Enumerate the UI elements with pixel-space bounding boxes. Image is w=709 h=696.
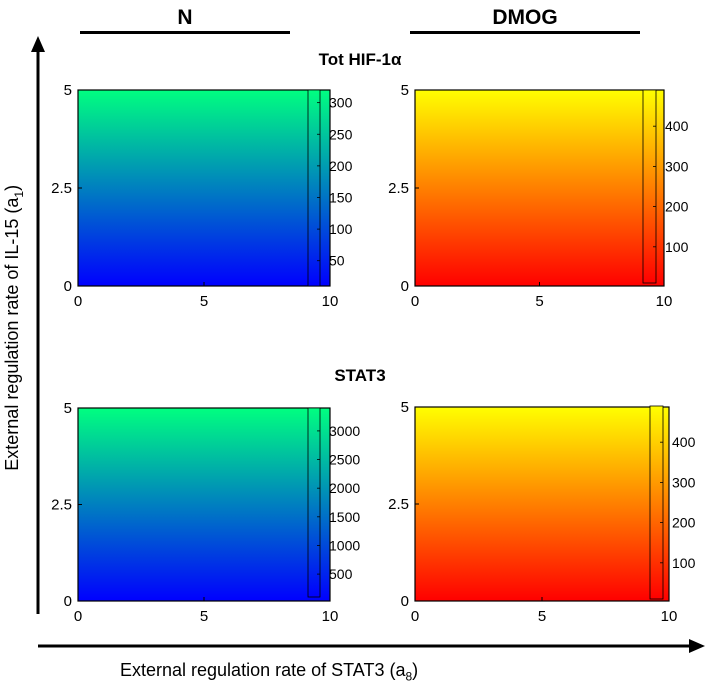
colorbar-tick-label: 300 (665, 158, 689, 174)
x-tick-label: 0 (74, 293, 82, 310)
colorbar-frame (649, 405, 664, 600)
y-tick-label: 2.5 (51, 180, 72, 197)
row-title-stat3: STAT3 (334, 366, 386, 385)
y-tick-label: 5 (401, 82, 409, 99)
x-tick-label: 10 (656, 293, 673, 310)
colorbar-tick-label: 250 (329, 126, 353, 142)
x-axis-label-end: ) (412, 660, 419, 680)
colorbar-tick-label: 200 (665, 199, 689, 215)
y-tick-label: 0 (401, 278, 409, 295)
y-axis-label-text: External regulation rate of IL-15 (a (2, 197, 23, 471)
y-axis-arrow (31, 36, 45, 614)
x-tick-label: 10 (661, 608, 678, 625)
column-rule-n (80, 31, 290, 34)
colorbar (650, 406, 663, 599)
y-tick-label: 5 (401, 399, 409, 416)
colorbar-tick-label: 1000 (329, 537, 360, 553)
x-axis-arrow (38, 639, 705, 653)
x-tick-label: 0 (74, 608, 82, 625)
colorbar-tick-label: 1500 (329, 509, 360, 525)
y-axis-label-subscript: 1 (11, 190, 26, 198)
x-axis-label: External regulation rate of STAT3 (a8) (120, 660, 418, 684)
colorbar (308, 90, 320, 286)
y-axis-label: External regulation rate of IL-15 (a1) (2, 168, 26, 488)
y-tick-label: 0 (64, 278, 72, 295)
colorbar-tick-label: 2000 (329, 480, 360, 496)
y-tick-label: 0 (64, 593, 72, 610)
colorbar-tick-label: 100 (329, 221, 353, 237)
y-tick-label: 0 (401, 593, 409, 610)
colorbar-tick-label: 400 (665, 118, 689, 134)
column-rule-dmog (410, 31, 640, 34)
x-tick-label: 5 (538, 608, 546, 625)
x-tick-label: 0 (411, 293, 419, 310)
colorbar-tick-label: 2500 (329, 452, 360, 468)
x-axis-label-subscript: 8 (405, 669, 413, 684)
column-header-dmog: DMOG (492, 6, 558, 29)
heatmap-panel-stat3-n: 0 5 10 0 2.5 5 500 1000 1500 2000 2500 3000 (51, 400, 360, 625)
heatmap-image (415, 407, 669, 601)
y-tick-label: 2.5 (388, 180, 409, 197)
colorbar-tick-label: 200 (329, 158, 353, 174)
x-axis-label-text: External regulation rate of STAT3 (a (120, 660, 406, 680)
x-tick-label: 0 (411, 608, 419, 625)
colorbar-frame (307, 407, 321, 598)
colorbar (643, 90, 656, 283)
colorbar-tick-label: 100 (672, 555, 696, 571)
y-tick-label: 5 (64, 82, 72, 99)
colorbar (308, 408, 320, 597)
colorbar-tick-label: 3000 (329, 423, 360, 439)
colorbar-tick-label: 300 (672, 474, 696, 490)
colorbar-tick-label: 50 (329, 253, 345, 269)
x-tick-label: 5 (200, 293, 208, 310)
x-tick-label: 5 (535, 293, 543, 310)
colorbar-tick-label: 400 (672, 434, 696, 450)
heatmap-image (78, 408, 330, 601)
colorbar-frame (642, 89, 657, 284)
y-axis-label-end: ) (2, 184, 23, 191)
colorbar-tick-label: 500 (329, 566, 353, 582)
x-tick-label: 10 (322, 293, 339, 310)
y-tick-label: 2.5 (51, 497, 72, 514)
colorbar-tick-label: 200 (672, 515, 696, 531)
y-tick-label: 5 (64, 400, 72, 417)
column-header-n: N (177, 6, 193, 29)
colorbar-frame (307, 89, 321, 287)
heatmap-image (415, 90, 664, 286)
colorbar-tick-label: 100 (665, 239, 689, 255)
row-title-tot-hif1a: Tot HIF-1α (318, 50, 402, 69)
colorbar-tick-label: 300 (329, 95, 353, 111)
colorbar-tick-label: 150 (329, 189, 353, 205)
y-tick-label: 2.5 (388, 496, 409, 513)
x-tick-label: 5 (200, 608, 208, 625)
heatmap-image (78, 90, 330, 286)
x-tick-label: 10 (322, 608, 339, 625)
